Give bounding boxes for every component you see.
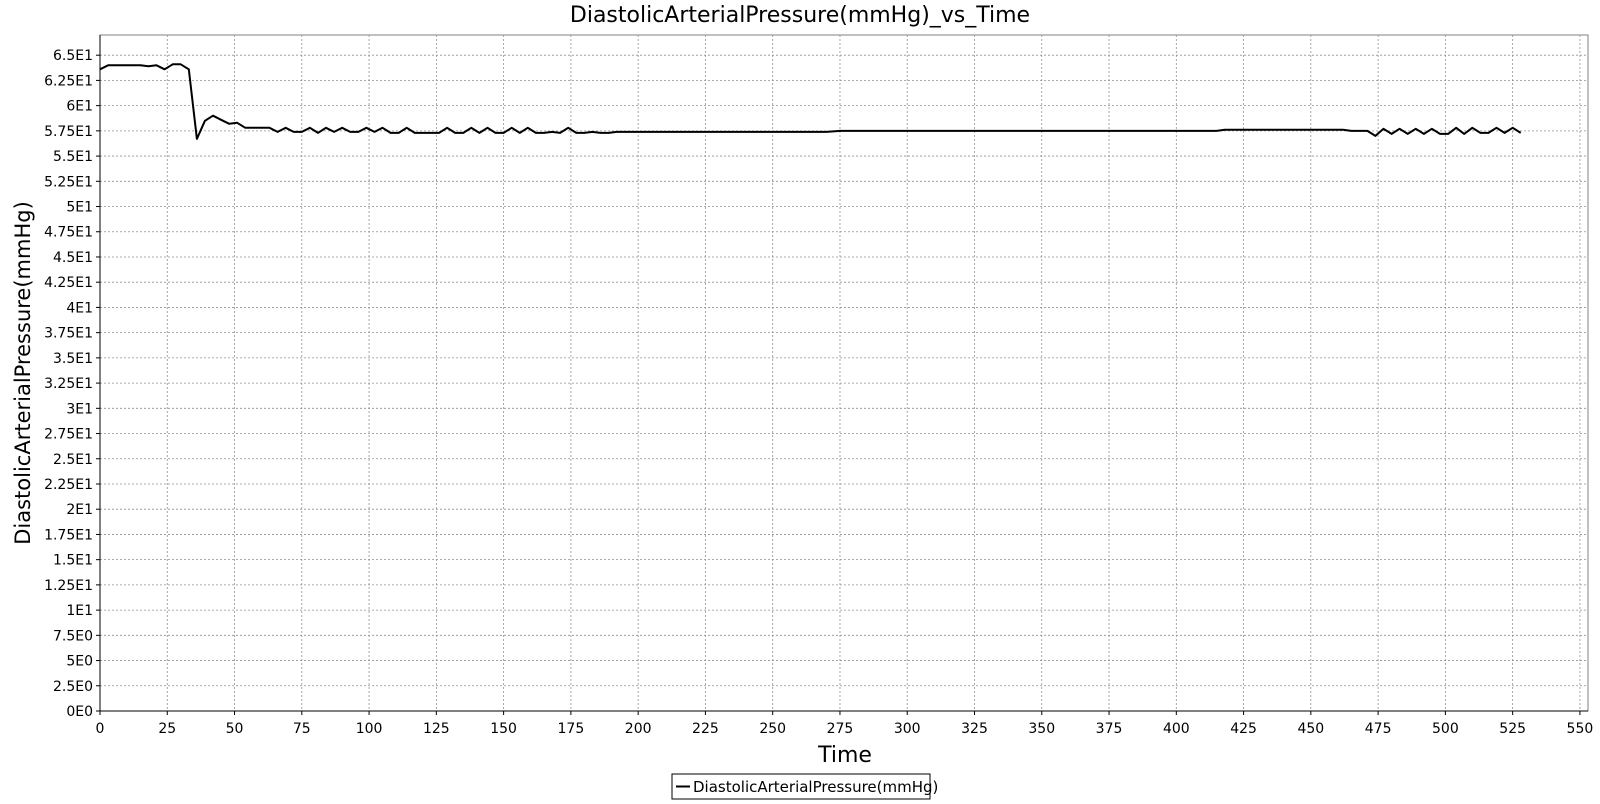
y-tick-label: 7.5E0 [53,628,93,644]
series-lines [99,63,1522,140]
x-tick-label: 550 [1567,721,1594,737]
x-tick-label: 100 [356,721,383,737]
legend-label: DiastolicArterialPressure(mmHg) [693,778,938,796]
plot-area [99,34,1589,712]
y-tick-label: 4.25E1 [44,275,93,291]
y-tick-label: 6.5E1 [53,48,93,64]
legend-box [671,773,931,800]
x-tick-label: 150 [490,721,517,737]
x-tick-label: 500 [1432,721,1459,737]
y-tick-label: 3.25E1 [44,376,93,392]
x-tick-label: 450 [1297,721,1324,737]
y-tick-label: 5.25E1 [44,174,93,190]
y-tick-label: 5.5E1 [53,149,93,165]
x-axis-label: Time [817,743,872,768]
y-tick-label: 5E1 [66,200,93,216]
x-tick-label: 25 [158,721,176,737]
x-tick-label: 0 [96,721,105,737]
y-axis-label: DiastolicArterialPressure(mmHg) [11,201,35,545]
x-tick-label: 125 [423,721,450,737]
x-tick-label: 250 [759,721,786,737]
x-tick-label: 350 [1028,721,1055,737]
x-tick-label: 400 [1163,721,1190,737]
y-tick-label: 2.75E1 [44,427,93,443]
x-tick-label: 175 [558,721,585,737]
y-tick-label: 6.25E1 [44,73,93,89]
x-tick-label: 325 [961,721,988,737]
y-tick-label: 4.75E1 [44,225,93,241]
y-tick-label: 6E1 [66,99,93,115]
y-tick-label: 3.5E1 [53,351,93,367]
legend: DiastolicArterialPressure(mmHg) [671,773,938,800]
x-tick-label: 275 [827,721,854,737]
axes [96,35,1588,715]
y-tick-label: 2.25E1 [44,477,93,493]
y-tick-label: 1E1 [66,603,93,619]
x-tick-label: 375 [1096,721,1123,737]
x-tick-label: 525 [1499,721,1526,737]
y-tick-label: 5E0 [66,654,93,670]
chart-title: DiastolicArterialPressure(mmHg)_vs_Time [570,3,1030,28]
y-tick-label: 2.5E0 [53,679,93,695]
y-tick-label: 3.75E1 [44,326,93,342]
x-tick-label: 225 [692,721,719,737]
y-tick-label: 3E1 [66,401,93,417]
y-tick-label: 5.75E1 [44,124,93,140]
y-tick-label: 0E0 [66,704,93,720]
x-tick-label: 300 [894,721,921,737]
y-tick-label: 1.5E1 [53,553,93,569]
y-tick-label: 2.5E1 [53,452,93,468]
y-tick-label: 4.5E1 [53,250,93,266]
y-tick-label: 4E1 [66,300,93,316]
x-tick-label: 425 [1230,721,1257,737]
series-line [99,63,1522,140]
x-tick-label: 475 [1365,721,1392,737]
x-tick-label: 50 [226,721,244,737]
grid-lines [99,34,1589,712]
y-tick-label: 1.25E1 [44,578,93,594]
x-tick-label: 75 [293,721,311,737]
y-tick-label: 2E1 [66,502,93,518]
tick-labels: 0E0 2.5E0 5E0 7.5E0 1E1 1.25E1 1.5E1 1.75E1 2E1 2… [44,48,1593,737]
x-tick-label: 200 [625,721,652,737]
y-tick-label: 1.75E1 [44,527,93,543]
